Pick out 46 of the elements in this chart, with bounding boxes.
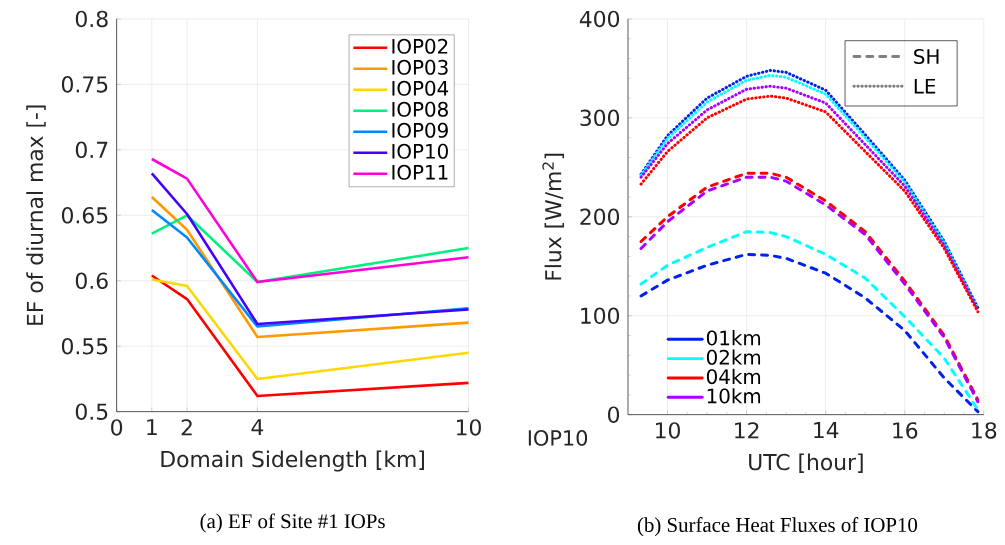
- y-tick-label: 300: [580, 109, 620, 127]
- legend-label: 10km: [707, 388, 761, 404]
- x-tick-label: 0: [111, 419, 123, 436]
- legend-label: 04km: [706, 368, 761, 385]
- legend-label: 02km: [706, 349, 761, 365]
- y-tick-label: 0.65: [61, 206, 108, 224]
- legend-label: IOP03: [392, 59, 448, 75]
- y-tick-label: 0.75: [61, 76, 108, 93]
- line-series: [150, 278, 470, 381]
- y-tick-label: 400: [579, 10, 620, 28]
- y-tick-label: 0.8: [75, 10, 108, 28]
- text: IOP10: [528, 429, 588, 446]
- x-tick-label: 10: [656, 422, 680, 439]
- x-tick-label: 2: [181, 419, 192, 436]
- y-tick-label: 0.6: [75, 272, 108, 289]
- y-tick-label: 0.5: [75, 403, 108, 420]
- x-axis-title: UTC [hour]: [749, 453, 863, 473]
- x-tick-label: 18: [972, 422, 997, 439]
- text: (b) Surface Heat Fluxes of IOP10: [637, 516, 918, 537]
- legend-label: IOP11: [392, 164, 448, 180]
- x-axis-title: Domain Sidelength [km]: [161, 450, 424, 472]
- y-tick-label: 0.7: [75, 141, 108, 158]
- legend-label: 01km: [706, 329, 761, 346]
- legend-label: IOP02: [392, 38, 448, 54]
- y-tick-label: 0: [608, 406, 620, 423]
- x-tick-label: 14: [814, 422, 839, 438]
- x-tick-label: 12: [735, 422, 759, 439]
- line-series: [150, 157, 470, 284]
- y-tick-label: 100: [581, 307, 620, 324]
- y-tick-label: 0.55: [61, 337, 108, 355]
- x-tick-label: 16: [893, 422, 918, 439]
- legend-label: IOP04: [392, 80, 449, 96]
- x-tick-label: 10: [456, 419, 481, 436]
- x-tick-label: 1: [147, 419, 157, 435]
- legend-label: IOP08: [392, 101, 448, 117]
- annotation: SH: [914, 48, 939, 64]
- y-axis-title: Flux [W/m$^{2}$]: [542, 153, 565, 280]
- annotation: LE: [914, 78, 936, 94]
- y-tick-label: 200: [580, 208, 620, 225]
- legend-label: IOP10: [392, 143, 448, 159]
- text: (a) EF of Site #1 IOPs: [200, 513, 385, 533]
- y-axis-title: EF of diurnal max [-]: [26, 105, 46, 325]
- line-series: [150, 195, 470, 339]
- legend-label: IOP09: [392, 122, 448, 138]
- line-series: [150, 274, 470, 398]
- x-tick-label: 4: [251, 419, 264, 435]
